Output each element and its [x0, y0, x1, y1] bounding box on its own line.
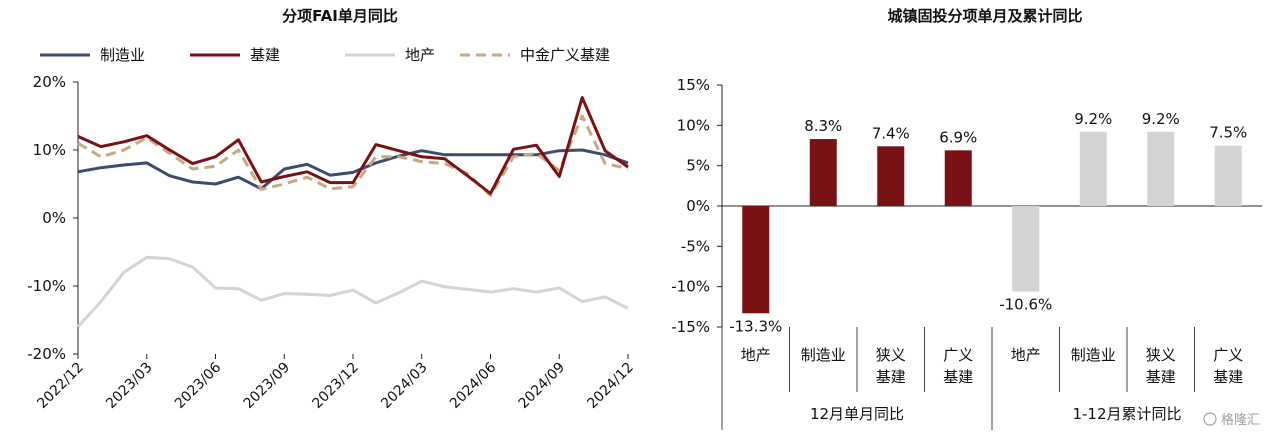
- category-label: 基建: [1146, 368, 1176, 386]
- bar: [742, 206, 770, 314]
- watermark: 格隆汇: [1203, 412, 1260, 428]
- legend-label: 地产: [405, 46, 435, 64]
- y-tick-label: 0%: [686, 197, 710, 215]
- category-label: 制造业: [801, 346, 846, 364]
- y-tick-label: -5%: [681, 237, 710, 255]
- x-tick-label: 2023/03: [103, 360, 155, 412]
- y-tick-label: -10%: [27, 277, 66, 295]
- y-tick-label: 0%: [42, 209, 66, 227]
- category-label: 狭义: [876, 346, 906, 364]
- y-tick-label: -20%: [27, 345, 66, 363]
- series-line-3: [76, 255, 629, 328]
- bar-chart-bars: -13.3% 8.3% 7.4% 6.9% -10.6% 9.2% 9.2% 7.5%: [729, 110, 1247, 335]
- y-tick-label: 10%: [677, 116, 710, 134]
- series-line-4: [77, 114, 629, 198]
- legend-label: 基建: [250, 46, 280, 64]
- bar: [1214, 145, 1242, 206]
- line-chart-y-axis: 20% 10% 0% -10% -20%: [27, 73, 79, 363]
- bar: [1012, 206, 1040, 292]
- bar-data-label: 9.2%: [1074, 110, 1112, 128]
- category-label: 基建: [876, 368, 906, 386]
- bar: [944, 150, 972, 206]
- line-chart: 分项FAI单月同比 制造业 基建 地产 中金广义基建 20% 10% 0% -10% -20%…: [27, 7, 637, 412]
- x-tick-label: 2024/12: [584, 360, 636, 412]
- category-label: 基建: [943, 368, 973, 386]
- line-chart-legend: 制造业 基建 地产 中金广义基建: [40, 46, 610, 64]
- bar-chart-title: 城镇固投分项单月及累计同比: [887, 7, 1082, 25]
- series-line-2: [77, 96, 629, 195]
- bar-chart: 城镇固投分项单月及累计同比 15% 10% 5% 0% -5% -10% -15% -13.…: [671, 7, 1262, 430]
- x-tick-label: 2023/09: [241, 360, 293, 412]
- y-tick-label: 10%: [33, 141, 66, 159]
- y-tick-label: -10%: [671, 278, 710, 296]
- category-label: 狭义: [1146, 346, 1176, 364]
- legend-label: 制造业: [100, 46, 145, 64]
- y-tick-label: 5%: [686, 157, 710, 175]
- category-label: 制造业: [1071, 346, 1116, 364]
- y-tick-label: 20%: [33, 73, 66, 91]
- legend-label: 中金广义基建: [520, 46, 610, 64]
- bar-data-label: 9.2%: [1142, 110, 1180, 128]
- group-label: 1-12月累计同比: [1072, 405, 1181, 423]
- category-label: 广义: [943, 346, 973, 364]
- bar: [877, 146, 905, 206]
- watermark-logo-icon: [1203, 412, 1217, 426]
- bar-data-label: -13.3%: [729, 317, 782, 335]
- category-label: 地产: [741, 346, 771, 364]
- bar-data-label: -10.6%: [999, 296, 1052, 314]
- x-tick-label: 2024/06: [447, 359, 500, 412]
- bar: [809, 139, 837, 206]
- x-tick-label: 2024/09: [516, 360, 568, 412]
- line-chart-x-axis: 2022/12 2023/03 2023/06 2023/09 2023/12 2024/…: [34, 354, 637, 412]
- line-chart-series: [76, 96, 629, 328]
- category-label: 广义: [1213, 346, 1243, 364]
- category-label: 基建: [1213, 368, 1243, 386]
- bar-data-label: 7.5%: [1209, 124, 1247, 142]
- watermark-text: 格隆汇: [1221, 412, 1260, 428]
- x-tick-label: 2024/03: [378, 360, 430, 412]
- y-tick-label: -15%: [671, 318, 710, 336]
- y-tick-label: 15%: [677, 76, 710, 94]
- x-tick-label: 2023/06: [172, 359, 225, 412]
- bar: [1147, 131, 1175, 206]
- category-label: 地产: [1011, 346, 1041, 364]
- bar-data-label: 7.4%: [872, 124, 910, 142]
- group-label: 12月单月同比: [810, 405, 904, 423]
- series-line-1: [77, 148, 629, 191]
- bar-data-label: 6.9%: [939, 128, 977, 146]
- bar-data-label: 8.3%: [804, 117, 842, 135]
- x-tick-label: 2022/12: [34, 360, 86, 412]
- line-chart-title: 分项FAI单月同比: [282, 7, 398, 25]
- bar: [1079, 131, 1107, 206]
- x-tick-label: 2023/12: [309, 360, 361, 412]
